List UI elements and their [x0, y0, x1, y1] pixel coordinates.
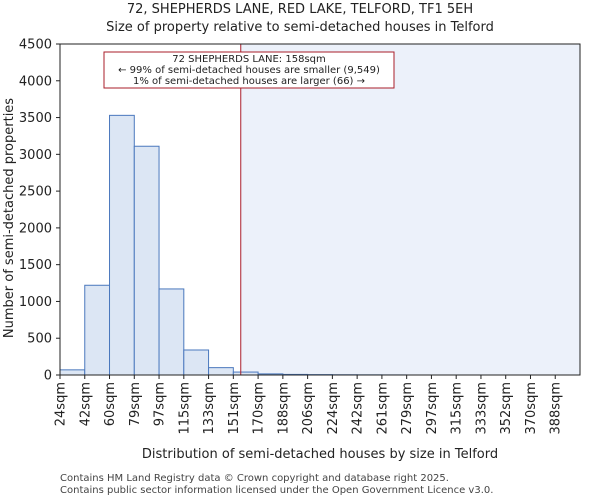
- y-axis-label: Number of semi-detached properties: [2, 98, 17, 338]
- larger-than-property-shading: [240, 44, 580, 375]
- x-tick-label-261sqm: 261sqm: [375, 382, 390, 435]
- x-tick-label-242sqm: 242sqm: [351, 382, 366, 435]
- x-tick-label-388sqm: 388sqm: [549, 382, 564, 435]
- x-tick-label-151sqm: 151sqm: [227, 382, 242, 435]
- y-axis: 0 500 1000 1500 2000 2500 3000 3500 4000 4500: [19, 38, 60, 384]
- bar-42sqm: [84, 284, 111, 376]
- x-tick-label-279sqm: 279sqm: [400, 382, 415, 435]
- x-tick-label-42sqm: 42sqm: [78, 382, 93, 426]
- y-tick-label-0: 0: [44, 369, 52, 384]
- x-tick-label-115sqm: 115sqm: [177, 382, 192, 435]
- x-tick-label-206sqm: 206sqm: [301, 382, 316, 435]
- y-tick-label-500: 500: [27, 332, 52, 347]
- footer-line1: Contains HM Land Registry data © Crown c…: [60, 473, 449, 484]
- y-tick-label-1000: 1000: [19, 295, 52, 310]
- annotation-line3: 1% of semi-detached houses are larger (6…: [133, 76, 365, 87]
- x-tick-label-24sqm: 24sqm: [54, 382, 69, 426]
- y-tick-label-2500: 2500: [19, 185, 52, 200]
- x-axis-label: Distribution of semi-detached houses by …: [142, 447, 498, 462]
- bar-79sqm: [133, 145, 160, 376]
- x-tick-label-188sqm: 188sqm: [276, 382, 291, 435]
- chart-title-line2: Size of property relative to semi-detach…: [106, 20, 494, 35]
- bar-24sqm: [59, 369, 86, 376]
- bar-115sqm: [183, 349, 210, 376]
- x-tick-label-352sqm: 352sqm: [499, 382, 514, 435]
- y-tick-label-3500: 3500: [19, 111, 52, 126]
- x-tick-label-79sqm: 79sqm: [128, 382, 143, 426]
- y-tick-label-4500: 4500: [19, 38, 52, 53]
- x-tick-label-60sqm: 60sqm: [103, 382, 118, 426]
- bar-97sqm: [158, 288, 185, 376]
- x-tick-label-315sqm: 315sqm: [450, 382, 465, 435]
- y-tick-label-3000: 3000: [19, 148, 52, 163]
- x-tick-label-224sqm: 224sqm: [326, 382, 341, 435]
- y-tick-label-4000: 4000: [19, 74, 52, 89]
- bar-60sqm: [109, 114, 135, 376]
- bars-group: [59, 114, 408, 376]
- footer-line2: Contains public sector information licen…: [60, 485, 494, 496]
- annotation-box: 72 SHEPHERDS LANE: 158sqm ← 99% of semi-…: [103, 51, 395, 89]
- x-tick-label-133sqm: 133sqm: [202, 382, 217, 435]
- y-tick-label-1500: 1500: [19, 258, 52, 273]
- chart-title-line1: 72, SHEPHERDS LANE, RED LAKE, TELFORD, T…: [127, 2, 473, 17]
- plot-area-frame: [59, 43, 581, 376]
- y-tick-label-2000: 2000: [19, 221, 52, 236]
- bar-133sqm: [208, 367, 234, 376]
- x-tick-label-170sqm: 170sqm: [252, 382, 267, 435]
- x-tick-label-97sqm: 97sqm: [153, 382, 168, 426]
- x-tick-label-333sqm: 333sqm: [474, 382, 489, 435]
- annotation-frame: [103, 51, 395, 89]
- x-tick-label-370sqm: 370sqm: [524, 382, 539, 435]
- x-tick-label-297sqm: 297sqm: [425, 382, 440, 435]
- annotation-line2: ← 99% of semi-detached houses are smalle…: [118, 65, 380, 76]
- annotation-line1: 72 SHEPHERDS LANE: 158sqm: [172, 54, 326, 65]
- x-axis: 24sqm 42sqm 60sqm 79sqm 97sqm 115sqm 133sqm 151…: [54, 375, 564, 435]
